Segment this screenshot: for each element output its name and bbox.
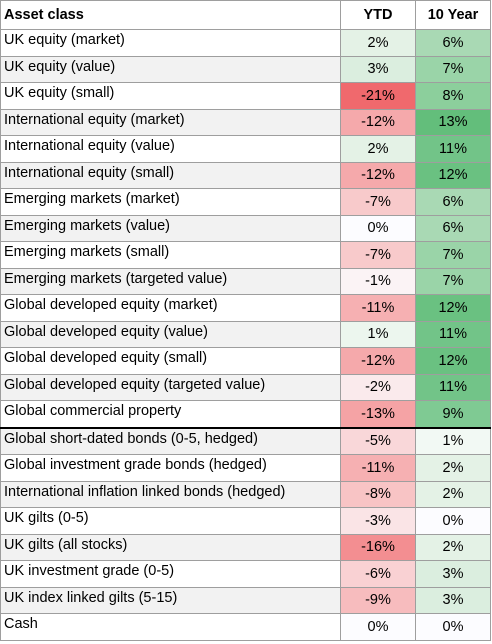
ten-year-cell: 11%	[415, 320, 491, 348]
table-row: International equity (value) 2% 11%	[0, 135, 491, 163]
ytd-cell: -7%	[340, 241, 416, 269]
ytd-cell: -3%	[340, 507, 416, 535]
table-row: Global short-dated bonds (0-5, hedged) -5…	[0, 426, 491, 455]
table-row: UK gilts (0-5) -3% 0%	[0, 507, 491, 535]
table-row: Cash 0% 0%	[0, 613, 491, 641]
header-10-year: 10 Year	[415, 0, 491, 30]
ytd-cell: -12%	[340, 161, 416, 189]
ytd-cell: -9%	[340, 586, 416, 614]
ten-year-cell: 2%	[415, 533, 491, 561]
table-row: Global developed equity (targeted value)…	[0, 373, 491, 401]
ytd-cell: 2%	[340, 29, 416, 57]
asset-class-cell: International equity (small)	[0, 161, 341, 189]
asset-class-cell: International equity (market)	[0, 108, 341, 136]
table-row: UK equity (small) -21% 8%	[0, 82, 491, 110]
asset-class-cell: Global developed equity (small)	[0, 347, 341, 375]
ten-year-cell: 0%	[415, 613, 491, 641]
table-row: International inflation linked bonds (he…	[0, 480, 491, 508]
ten-year-cell: 12%	[415, 161, 491, 189]
table-row: Emerging markets (small) -7% 7%	[0, 241, 491, 269]
table-row: UK gilts (all stocks) -16% 2%	[0, 533, 491, 561]
asset-class-cell: UK equity (market)	[0, 29, 341, 57]
ytd-cell: 0%	[340, 613, 416, 641]
asset-class-cell: Emerging markets (targeted value)	[0, 267, 341, 295]
ytd-cell: -7%	[340, 188, 416, 216]
table-row: Global developed equity (market) -11% 12%	[0, 294, 491, 322]
table-row: Emerging markets (targeted value) -1% 7%	[0, 267, 491, 295]
ytd-cell: -12%	[340, 347, 416, 375]
table-row: UK index linked gilts (5-15) -9% 3%	[0, 586, 491, 614]
ten-year-cell: 2%	[415, 454, 491, 482]
table-row: UK investment grade (0-5) -6% 3%	[0, 560, 491, 588]
asset-class-cell: International equity (value)	[0, 135, 341, 163]
ten-year-cell: 8%	[415, 82, 491, 110]
table-row: UK equity (market) 2% 6%	[0, 29, 491, 57]
asset-class-cell: UK gilts (all stocks)	[0, 533, 341, 561]
ytd-cell: -5%	[340, 426, 416, 455]
ytd-cell: -6%	[340, 560, 416, 588]
table-row: Emerging markets (value) 0% 6%	[0, 214, 491, 242]
asset-class-cell: Emerging markets (market)	[0, 188, 341, 216]
table-row: Global developed equity (value) 1% 11%	[0, 320, 491, 348]
ytd-cell: -2%	[340, 373, 416, 401]
ten-year-cell: 13%	[415, 108, 491, 136]
ytd-cell: 2%	[340, 135, 416, 163]
ten-year-cell: 7%	[415, 241, 491, 269]
table-row: International equity (market) -12% 13%	[0, 108, 491, 136]
ten-year-cell: 6%	[415, 214, 491, 242]
asset-class-cell: UK equity (value)	[0, 55, 341, 83]
ten-year-cell: 6%	[415, 29, 491, 57]
table-row: Emerging markets (market) -7% 6%	[0, 188, 491, 216]
header-row: Asset class YTD 10 Year	[0, 0, 491, 30]
ytd-cell: -12%	[340, 108, 416, 136]
asset-class-cell: Emerging markets (value)	[0, 214, 341, 242]
ytd-cell: -21%	[340, 82, 416, 110]
asset-class-cell: UK investment grade (0-5)	[0, 560, 341, 588]
table-row: Global commercial property -13% 9%	[0, 400, 491, 428]
ytd-cell: -16%	[340, 533, 416, 561]
table-row: Global investment grade bonds (hedged) -1…	[0, 454, 491, 482]
ytd-cell: -11%	[340, 454, 416, 482]
asset-class-cell: Global developed equity (market)	[0, 294, 341, 322]
asset-class-cell: International inflation linked bonds (he…	[0, 480, 341, 508]
ten-year-cell: 2%	[415, 480, 491, 508]
ytd-cell: 0%	[340, 214, 416, 242]
ten-year-cell: 11%	[415, 135, 491, 163]
ytd-cell: -11%	[340, 294, 416, 322]
ten-year-cell: 7%	[415, 55, 491, 83]
ytd-cell: -1%	[340, 267, 416, 295]
ten-year-cell: 11%	[415, 373, 491, 401]
ten-year-cell: 1%	[415, 426, 491, 455]
asset-class-cell: Global short-dated bonds (0-5, hedged)	[0, 426, 341, 455]
ytd-cell: 3%	[340, 55, 416, 83]
asset-class-cell: UK gilts (0-5)	[0, 507, 341, 535]
table-row: Global developed equity (small) -12% 12%	[0, 347, 491, 375]
asset-class-cell: Emerging markets (small)	[0, 241, 341, 269]
asset-class-cell: UK equity (small)	[0, 82, 341, 110]
ten-year-cell: 0%	[415, 507, 491, 535]
table-row: International equity (small) -12% 12%	[0, 161, 491, 189]
ten-year-cell: 7%	[415, 267, 491, 295]
asset-class-cell: UK index linked gilts (5-15)	[0, 586, 341, 614]
asset-class-cell: Global commercial property	[0, 400, 341, 428]
ten-year-cell: 12%	[415, 294, 491, 322]
header-ytd: YTD	[340, 0, 416, 30]
ytd-cell: -13%	[340, 400, 416, 428]
asset-class-cell: Global developed equity (targeted value)	[0, 373, 341, 401]
ytd-cell: 1%	[340, 320, 416, 348]
ten-year-cell: 9%	[415, 400, 491, 428]
ytd-cell: -8%	[340, 480, 416, 508]
ten-year-cell: 3%	[415, 586, 491, 614]
ten-year-cell: 3%	[415, 560, 491, 588]
asset-class-cell: Global investment grade bonds (hedged)	[0, 454, 341, 482]
table-row: UK equity (value) 3% 7%	[0, 55, 491, 83]
ten-year-cell: 6%	[415, 188, 491, 216]
header-asset-class: Asset class	[0, 0, 341, 30]
ten-year-cell: 12%	[415, 347, 491, 375]
asset-class-cell: Global developed equity (value)	[0, 320, 341, 348]
asset-class-cell: Cash	[0, 613, 341, 641]
